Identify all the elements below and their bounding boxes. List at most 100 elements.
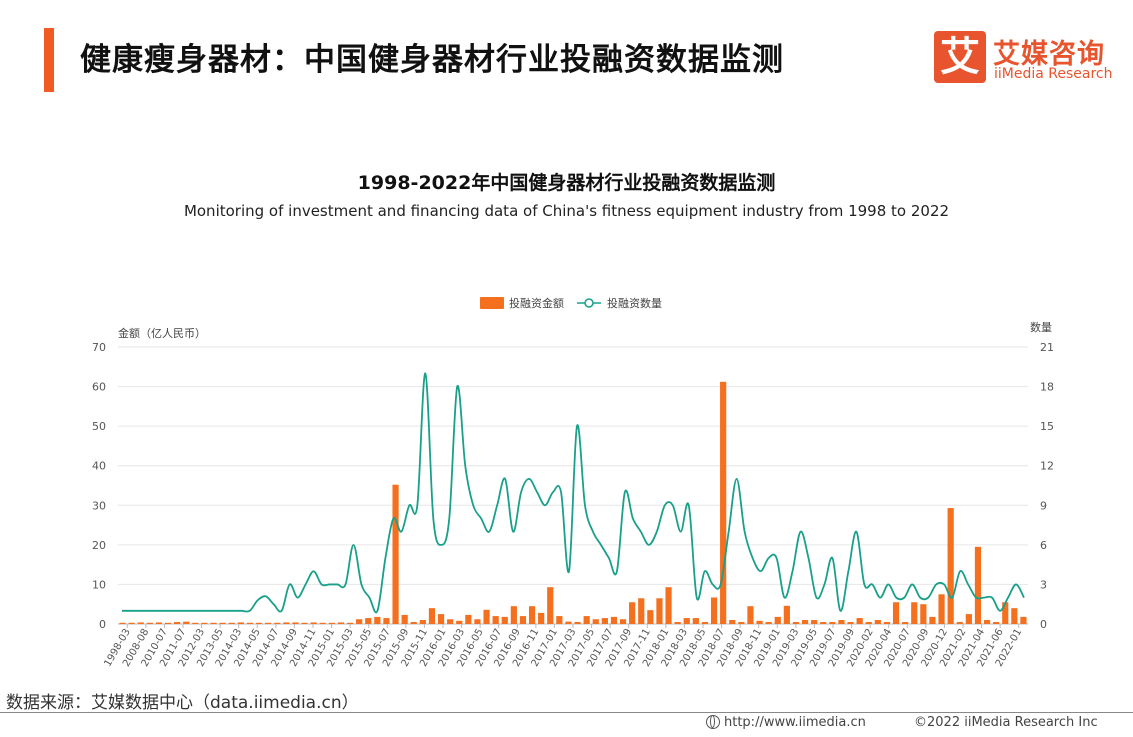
bar: [856, 618, 863, 624]
bar: [519, 616, 527, 624]
bar: [619, 619, 627, 624]
y-right-tick-label: 6: [1040, 539, 1047, 552]
bar: [437, 614, 445, 624]
bar: [829, 622, 836, 624]
legend: 投融资金额 投融资数量: [480, 296, 662, 310]
y-right-tick-label: 21: [1040, 341, 1054, 354]
bar: [510, 606, 517, 624]
legend-bar-label: 投融资金额: [509, 296, 564, 310]
bar: [720, 381, 727, 624]
bar: [547, 587, 554, 624]
bar: [319, 622, 326, 624]
y-left-tick-label: 70: [92, 341, 106, 354]
bar: [902, 622, 909, 624]
y-left-axis-label: 金额（亿人民币）: [118, 326, 206, 340]
bar: [874, 620, 881, 624]
logo-mark-icon: 艾: [934, 31, 986, 83]
bar: [974, 546, 982, 624]
bar: [838, 620, 845, 624]
bar: [692, 618, 699, 624]
bar: [565, 621, 572, 624]
bar: [174, 622, 181, 624]
bar: [265, 622, 272, 624]
bar: [647, 610, 654, 624]
bar: [965, 614, 972, 624]
bar: [556, 616, 563, 624]
bar: [119, 622, 126, 624]
bar: [155, 622, 163, 624]
bar: [656, 598, 663, 624]
bar: [183, 621, 190, 624]
bar: [892, 602, 900, 624]
bar: [592, 619, 599, 624]
bar: [365, 618, 372, 624]
bar: [756, 620, 763, 624]
bar: [538, 612, 545, 624]
y-right-tick-label: 0: [1040, 618, 1047, 631]
bar: [383, 618, 390, 624]
bar: [783, 605, 790, 624]
bar: [929, 616, 936, 624]
bar: [683, 618, 690, 624]
bar: [983, 620, 991, 624]
bar: [164, 622, 172, 624]
footer-link[interactable]: http://www.iimedia.cn: [706, 715, 866, 730]
bar: [255, 622, 263, 624]
bar: [401, 614, 408, 624]
bar: [292, 622, 299, 624]
bar: [337, 622, 345, 624]
bar: [956, 622, 963, 624]
bar: [219, 622, 226, 624]
bar: [883, 622, 891, 624]
bar: [501, 616, 508, 624]
bar: [237, 622, 244, 624]
y-right-tick-label: 18: [1040, 381, 1054, 394]
bar: [128, 622, 135, 624]
bar: [492, 616, 499, 624]
globe-icon: [706, 715, 720, 729]
bar: [747, 606, 754, 624]
data-source: 数据来源：艾媒数据中心（data.iimedia.cn）: [6, 693, 359, 713]
bar: [774, 616, 781, 624]
bar: [792, 622, 800, 624]
bar: [419, 620, 426, 624]
bar: [1011, 608, 1018, 624]
bar: [993, 622, 1000, 624]
bar: [701, 622, 709, 624]
bar: [911, 602, 918, 624]
bar: [228, 622, 235, 624]
bar: [465, 614, 472, 624]
bar: [310, 622, 317, 624]
y-right-tick-label: 12: [1040, 460, 1054, 473]
bar: [146, 622, 153, 624]
bar: [865, 622, 872, 624]
bar: [356, 619, 363, 624]
bar: [483, 609, 490, 624]
bar: [528, 606, 536, 624]
bar: [674, 622, 681, 624]
bar: [1002, 602, 1009, 624]
y-left-tick-label: 40: [92, 460, 106, 473]
bar: [328, 622, 335, 624]
bar: [137, 622, 144, 624]
bar: [1020, 616, 1027, 624]
footer-copyright: ©2022 iiMedia Research Inc: [914, 715, 1098, 730]
bar: [374, 616, 381, 624]
bar: [811, 620, 818, 624]
y-left-tick-label: 0: [99, 618, 106, 631]
bar: [428, 608, 436, 624]
bar: [801, 620, 809, 624]
bar: [638, 598, 645, 624]
logo-cn-text: 艾媒咨询: [993, 39, 1105, 70]
bar: [847, 622, 854, 624]
bar: [729, 620, 736, 624]
y-left-tick-label: 60: [92, 381, 106, 394]
bar: [610, 616, 618, 624]
count-series-line: [121, 372, 1025, 614]
bar: [474, 619, 481, 624]
legend-line-marker: [584, 298, 594, 308]
footer-divider: [0, 712, 1133, 713]
bar: [583, 616, 590, 624]
y-right-tick-label: 3: [1040, 578, 1047, 591]
